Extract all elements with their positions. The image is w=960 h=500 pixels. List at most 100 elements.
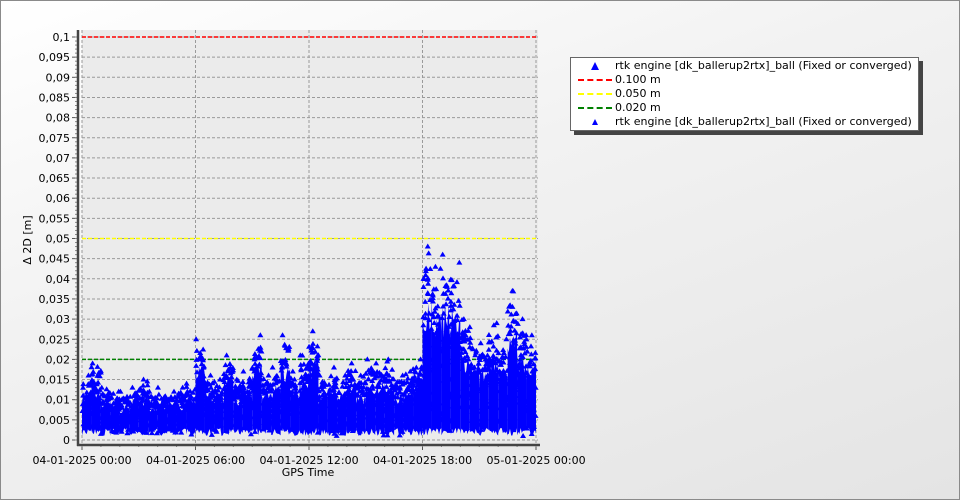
data-point	[391, 385, 398, 391]
data-point	[217, 376, 224, 382]
data-point	[205, 401, 212, 407]
data-point	[306, 364, 313, 370]
data-point	[364, 356, 371, 362]
data-point	[259, 382, 266, 388]
data-point	[445, 287, 452, 293]
data-point	[384, 432, 391, 438]
data-point	[423, 265, 430, 271]
data-point	[198, 367, 205, 373]
green-dash-icon	[578, 107, 612, 109]
legend-item-series-small: rtk engine [dk_ballerup2rtx]_ball (Fixed…	[575, 115, 912, 129]
data-point	[117, 388, 124, 394]
data-point	[287, 402, 294, 408]
data-point	[439, 315, 446, 321]
data-point	[88, 364, 95, 370]
data-point	[526, 378, 533, 384]
data-point	[279, 332, 286, 338]
data-point	[166, 426, 173, 432]
data-point	[190, 400, 197, 406]
data-point	[170, 388, 177, 394]
data-point	[320, 402, 327, 408]
data-point	[421, 372, 428, 378]
data-point	[287, 389, 294, 395]
data-point	[195, 356, 202, 362]
data-point	[420, 283, 427, 289]
data-point	[509, 345, 516, 351]
data-point	[95, 397, 102, 403]
data-point	[240, 368, 247, 374]
data-point	[240, 425, 247, 431]
data-point	[328, 392, 335, 398]
data-point	[117, 416, 124, 422]
data-point	[289, 368, 296, 374]
data-point	[516, 360, 523, 366]
data-point	[187, 425, 194, 431]
data-point	[330, 364, 337, 370]
data-point	[121, 421, 128, 427]
data-point	[350, 376, 357, 382]
data-point	[253, 369, 260, 375]
data-point	[519, 405, 526, 411]
data-point	[470, 346, 477, 352]
data-point	[518, 330, 525, 336]
data-point	[523, 343, 530, 349]
data-point	[471, 400, 478, 406]
data-point	[140, 429, 147, 435]
data-point	[233, 390, 240, 396]
data-point	[424, 243, 431, 249]
y-tick-label: 0,055	[39, 212, 71, 225]
data-point	[382, 418, 389, 424]
data-point	[434, 386, 441, 392]
data-point	[528, 396, 535, 402]
data-point	[440, 303, 447, 309]
data-point	[270, 381, 277, 387]
data-point	[337, 404, 344, 410]
x-tick-label: 04-01-2025 18:00	[373, 454, 472, 467]
data-point	[177, 391, 184, 397]
data-point	[530, 406, 537, 412]
legend-item-0100: 0.100 m	[575, 73, 912, 87]
data-point	[90, 395, 97, 401]
data-point	[254, 363, 261, 369]
data-point	[426, 317, 433, 323]
data-point	[114, 401, 121, 407]
data-point	[469, 371, 476, 377]
data-point	[360, 392, 367, 398]
data-point	[183, 383, 190, 389]
y-tick-label: 0,02	[46, 353, 71, 366]
data-point	[393, 382, 400, 388]
data-point	[247, 397, 254, 403]
data-point	[231, 412, 238, 418]
data-point	[316, 393, 323, 399]
data-point	[444, 364, 451, 370]
data-point	[80, 381, 87, 387]
data-point	[451, 350, 458, 356]
data-point	[297, 380, 304, 386]
data-point	[382, 365, 389, 371]
data-point	[274, 396, 281, 402]
data-point	[208, 431, 215, 437]
y-tick-label: 0,04	[46, 273, 71, 286]
data-point	[136, 400, 143, 406]
data-point	[532, 349, 539, 355]
data-point	[94, 413, 101, 419]
data-point	[512, 340, 519, 346]
data-point	[417, 356, 424, 362]
data-point	[501, 371, 508, 377]
data-point	[491, 395, 498, 401]
data-point	[468, 361, 475, 367]
data-point	[282, 356, 289, 362]
data-point	[168, 411, 175, 417]
data-point	[139, 397, 146, 403]
data-point	[255, 421, 262, 427]
y-tick-label: 0,015	[39, 374, 71, 387]
data-point	[158, 427, 165, 433]
data-point	[347, 421, 354, 427]
data-point	[395, 408, 402, 414]
data-point	[141, 391, 148, 397]
data-point	[208, 410, 215, 416]
data-point	[301, 413, 308, 419]
data-point	[140, 376, 147, 382]
data-point	[283, 418, 290, 424]
